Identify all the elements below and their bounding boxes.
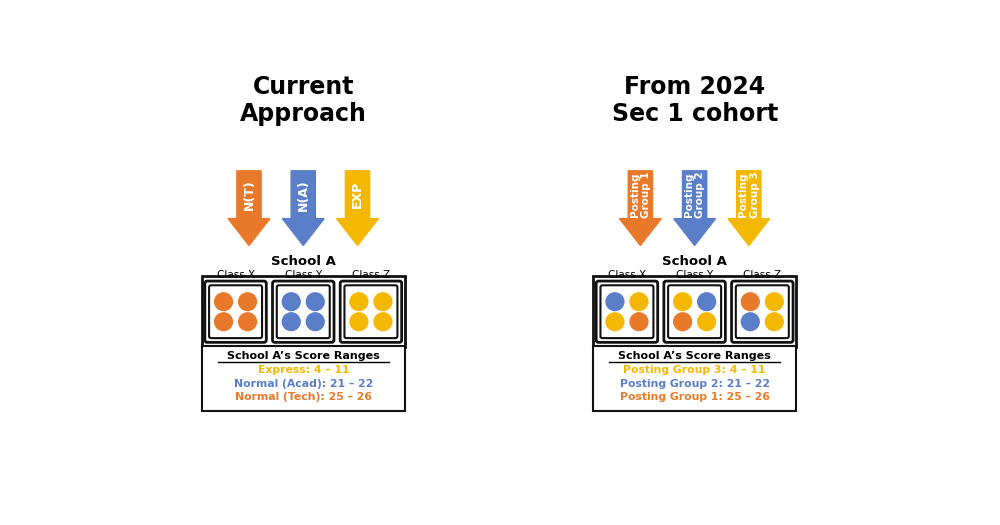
Circle shape bbox=[741, 313, 759, 331]
Text: EXP: EXP bbox=[351, 181, 364, 208]
Circle shape bbox=[215, 293, 232, 311]
Text: Class Y: Class Y bbox=[285, 270, 322, 280]
Text: School A’s Score Ranges: School A’s Score Ranges bbox=[227, 351, 380, 361]
FancyBboxPatch shape bbox=[732, 281, 793, 342]
Text: School A: School A bbox=[662, 255, 727, 268]
Circle shape bbox=[350, 293, 368, 311]
FancyBboxPatch shape bbox=[664, 281, 725, 342]
Circle shape bbox=[698, 293, 716, 311]
Polygon shape bbox=[619, 171, 661, 246]
FancyBboxPatch shape bbox=[596, 281, 658, 342]
Circle shape bbox=[674, 293, 692, 311]
Text: Class X: Class X bbox=[217, 270, 255, 280]
Circle shape bbox=[239, 293, 256, 311]
Circle shape bbox=[765, 313, 783, 331]
FancyBboxPatch shape bbox=[593, 345, 796, 411]
Circle shape bbox=[374, 293, 392, 311]
Circle shape bbox=[282, 313, 300, 331]
FancyBboxPatch shape bbox=[277, 285, 330, 338]
Text: Current
Approach: Current Approach bbox=[240, 75, 367, 127]
Circle shape bbox=[215, 313, 232, 331]
Text: Normal (Acad): 21 – 22: Normal (Acad): 21 – 22 bbox=[234, 379, 373, 388]
Circle shape bbox=[698, 313, 716, 331]
Circle shape bbox=[630, 293, 648, 311]
Text: Posting
Group 1: Posting Group 1 bbox=[630, 171, 651, 218]
Text: Posting Group 1: 25 – 26: Posting Group 1: 25 – 26 bbox=[620, 392, 770, 402]
Text: Class Z: Class Z bbox=[743, 270, 781, 280]
Circle shape bbox=[606, 313, 624, 331]
FancyBboxPatch shape bbox=[668, 285, 721, 338]
FancyBboxPatch shape bbox=[202, 345, 405, 411]
Text: School A’s Score Ranges: School A’s Score Ranges bbox=[618, 351, 771, 361]
Circle shape bbox=[306, 313, 324, 331]
Text: Class Y: Class Y bbox=[676, 270, 713, 280]
FancyBboxPatch shape bbox=[736, 285, 789, 338]
FancyBboxPatch shape bbox=[593, 276, 796, 347]
Text: From 2024
Sec 1 cohort: From 2024 Sec 1 cohort bbox=[612, 75, 778, 127]
Circle shape bbox=[282, 293, 300, 311]
Circle shape bbox=[741, 293, 759, 311]
Text: Posting Group 2: 21 – 22: Posting Group 2: 21 – 22 bbox=[620, 379, 770, 388]
Text: Posting
Group 2: Posting Group 2 bbox=[684, 171, 705, 218]
Circle shape bbox=[374, 313, 392, 331]
Text: N(A): N(A) bbox=[297, 179, 310, 211]
Text: Class Z: Class Z bbox=[352, 270, 390, 280]
Text: School A: School A bbox=[271, 255, 336, 268]
FancyBboxPatch shape bbox=[209, 285, 262, 338]
Polygon shape bbox=[282, 171, 324, 246]
Text: Posting
Group 3: Posting Group 3 bbox=[738, 171, 760, 218]
Text: Class X: Class X bbox=[608, 270, 646, 280]
Polygon shape bbox=[674, 171, 716, 246]
FancyBboxPatch shape bbox=[202, 276, 405, 347]
Text: N(T): N(T) bbox=[242, 180, 256, 210]
FancyBboxPatch shape bbox=[600, 285, 653, 338]
FancyBboxPatch shape bbox=[272, 281, 334, 342]
Circle shape bbox=[239, 313, 256, 331]
Circle shape bbox=[350, 313, 368, 331]
Circle shape bbox=[674, 313, 692, 331]
Circle shape bbox=[765, 293, 783, 311]
Circle shape bbox=[306, 293, 324, 311]
FancyBboxPatch shape bbox=[340, 281, 402, 342]
Text: Express: 4 – 11: Express: 4 – 11 bbox=[258, 365, 349, 375]
Circle shape bbox=[606, 293, 624, 311]
Circle shape bbox=[630, 313, 648, 331]
Text: Normal (Tech): 25 – 26: Normal (Tech): 25 – 26 bbox=[235, 392, 372, 402]
Polygon shape bbox=[337, 171, 378, 246]
FancyBboxPatch shape bbox=[344, 285, 397, 338]
Text: Posting Group 3: 4 – 11: Posting Group 3: 4 – 11 bbox=[623, 365, 766, 375]
Polygon shape bbox=[728, 171, 770, 246]
Polygon shape bbox=[228, 171, 270, 246]
FancyBboxPatch shape bbox=[205, 281, 266, 342]
